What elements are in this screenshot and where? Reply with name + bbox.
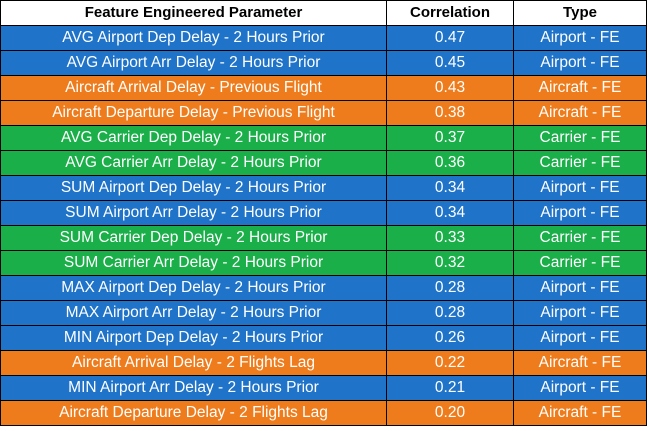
type-cell: Airport - FE [513,300,647,326]
parameter-cell: SUM Airport Arr Delay - 2 Hours Prior [0,200,387,226]
type-cell: Airport - FE [513,375,647,401]
type-cell: Aircraft - FE [513,100,647,126]
table-row: SUM Airport Dep Delay - 2 Hours Prior 0.3… [0,175,647,201]
correlation-cell: 0.47 [386,25,514,51]
parameter-cell: Aircraft Arrival Delay - 2 Flights Lag [0,350,387,376]
table-row: AVG Carrier Arr Delay - 2 Hours Prior 0.3… [0,150,647,176]
correlation-cell: 0.45 [386,50,514,76]
parameter-cell: Aircraft Departure Delay - 2 Flights Lag [0,400,387,426]
table-row: MIN Airport Dep Delay - 2 Hours Prior 0.2… [0,325,647,351]
parameter-cell: SUM Carrier Dep Delay - 2 Hours Prior [0,225,387,251]
table-body: AVG Airport Dep Delay - 2 Hours Prior 0.4… [0,25,647,426]
table-row: AVG Carrier Dep Delay - 2 Hours Prior 0.3… [0,125,647,151]
correlation-cell: 0.43 [386,75,514,101]
correlation-cell: 0.34 [386,175,514,201]
table-row: Aircraft Arrival Delay - Previous Flight… [0,75,647,101]
table-header: Feature Engineered Parameter Correlation… [0,0,647,26]
parameter-cell: AVG Carrier Dep Delay - 2 Hours Prior [0,125,387,151]
table-row: SUM Carrier Arr Delay - 2 Hours Prior 0.3… [0,250,647,276]
parameter-cell: MIN Airport Arr Delay - 2 Hours Prior [0,375,387,401]
type-cell: Aircraft - FE [513,350,647,376]
correlation-cell: 0.20 [386,400,514,426]
type-cell: Airport - FE [513,175,647,201]
type-cell: Airport - FE [513,275,647,301]
correlation-cell: 0.34 [386,200,514,226]
parameter-cell: Aircraft Departure Delay - Previous Flig… [0,100,387,126]
type-cell: Carrier - FE [513,125,647,151]
correlation-cell: 0.33 [386,225,514,251]
parameter-cell: SUM Carrier Arr Delay - 2 Hours Prior [0,250,387,276]
correlation-cell: 0.21 [386,375,514,401]
type-cell: Carrier - FE [513,225,647,251]
table-row: Aircraft Departure Delay - Previous Flig… [0,100,647,126]
type-cell: Airport - FE [513,325,647,351]
type-cell: Airport - FE [513,25,647,51]
parameter-cell: AVG Airport Dep Delay - 2 Hours Prior [0,25,387,51]
correlation-cell: 0.28 [386,275,514,301]
type-cell: Airport - FE [513,200,647,226]
type-cell: Aircraft - FE [513,75,647,101]
table-row: SUM Airport Arr Delay - 2 Hours Prior 0.3… [0,200,647,226]
type-cell: Airport - FE [513,50,647,76]
table-row: Aircraft Departure Delay - 2 Flights Lag… [0,400,647,426]
table-row: Aircraft Arrival Delay - 2 Flights Lag 0.… [0,350,647,376]
type-cell: Carrier - FE [513,250,647,276]
parameter-cell: MAX Airport Arr Delay - 2 Hours Prior [0,300,387,326]
parameter-cell: AVG Carrier Arr Delay - 2 Hours Prior [0,150,387,176]
type-cell: Carrier - FE [513,150,647,176]
correlation-cell: 0.22 [386,350,514,376]
parameter-cell: Aircraft Arrival Delay - Previous Flight [0,75,387,101]
correlation-cell: 0.38 [386,100,514,126]
correlation-cell: 0.32 [386,250,514,276]
table-row: MAX Airport Arr Delay - 2 Hours Prior 0.2… [0,300,647,326]
parameter-cell: AVG Airport Arr Delay - 2 Hours Prior [0,50,387,76]
correlation-cell: 0.28 [386,300,514,326]
table-row: MIN Airport Arr Delay - 2 Hours Prior 0.2… [0,375,647,401]
header-type: Type [513,0,647,26]
type-cell: Aircraft - FE [513,400,647,426]
table-row: MAX Airport Dep Delay - 2 Hours Prior 0.2… [0,275,647,301]
correlation-cell: 0.36 [386,150,514,176]
correlation-cell: 0.26 [386,325,514,351]
table-row: AVG Airport Dep Delay - 2 Hours Prior 0.4… [0,25,647,51]
correlation-cell: 0.37 [386,125,514,151]
parameter-cell: MAX Airport Dep Delay - 2 Hours Prior [0,275,387,301]
table-row: AVG Airport Arr Delay - 2 Hours Prior 0.4… [0,50,647,76]
header-parameter: Feature Engineered Parameter [0,0,387,26]
table-row: SUM Carrier Dep Delay - 2 Hours Prior 0.3… [0,225,647,251]
parameter-cell: MIN Airport Dep Delay - 2 Hours Prior [0,325,387,351]
parameter-cell: SUM Airport Dep Delay - 2 Hours Prior [0,175,387,201]
header-correlation: Correlation [386,0,514,26]
header-row: Feature Engineered Parameter Correlation… [0,0,647,26]
